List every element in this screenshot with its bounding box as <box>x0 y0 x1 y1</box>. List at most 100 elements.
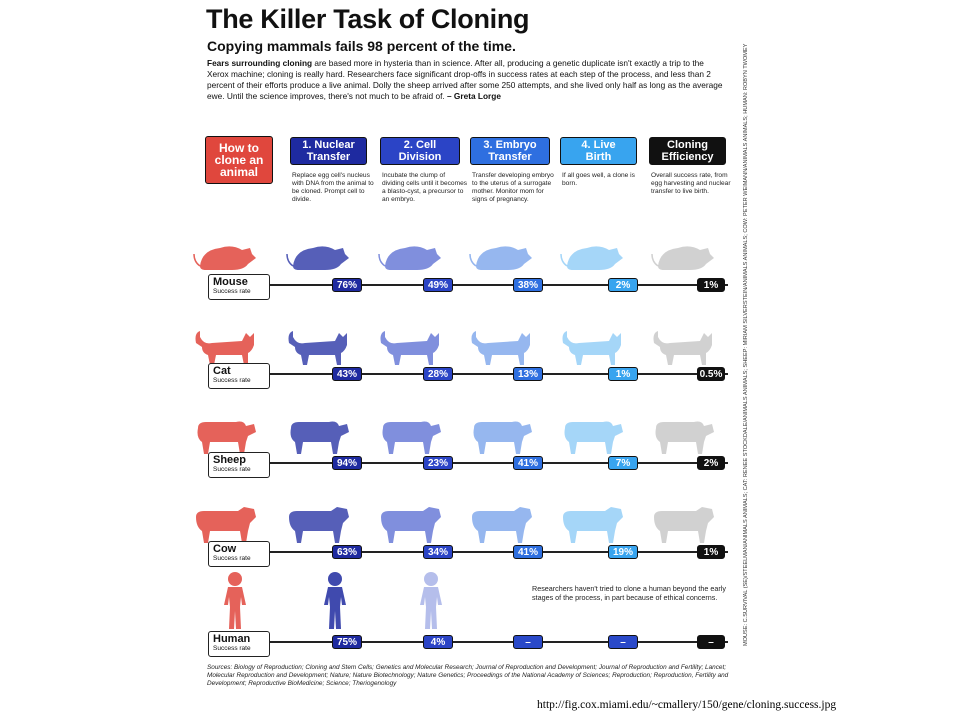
stage-description: Incubate the clump of dividing cells unt… <box>382 172 468 203</box>
species-name: Sheep <box>213 454 247 466</box>
success-rate-pill: 49% <box>423 278 453 292</box>
species-name: Human <box>213 633 251 645</box>
species-sublabel: Success rate <box>213 555 251 562</box>
sheep-silhouette <box>564 421 623 454</box>
success-rate-pill: 2% <box>608 278 638 292</box>
success-rate-pill: 7% <box>608 456 638 470</box>
species-label-cow: Cow Success rate <box>208 541 270 567</box>
success-rate-pill: 43% <box>332 367 362 381</box>
success-rate-pill: 75% <box>332 635 362 649</box>
success-rate-pill: 76% <box>332 278 362 292</box>
mouse-silhouette <box>651 246 714 270</box>
mouse-silhouette <box>378 246 441 270</box>
stage-header-label: 2. Cell Division <box>399 139 442 163</box>
cow-silhouette <box>196 507 256 543</box>
row-timeline <box>270 462 728 464</box>
human-silhouette <box>224 572 246 629</box>
sources-text: Sources: Biology of Reproduction; Clonin… <box>207 664 729 688</box>
page-title: The Killer Task of Cloning <box>206 4 530 34</box>
stage-header-label: 1. Nuclear Transfer <box>302 139 355 163</box>
page-subtitle: Copying mammals fails 98 percent of the … <box>207 38 516 54</box>
sheep-silhouette <box>290 421 349 454</box>
stage-header-line: How to <box>219 141 259 155</box>
row-timeline <box>270 373 728 375</box>
cat-silhouette <box>562 331 621 365</box>
success-rate-pill: 1% <box>608 367 638 381</box>
species-sublabel: Success rate <box>213 288 251 295</box>
cow-silhouette <box>381 507 441 543</box>
stage-header-line: Cloning <box>667 139 708 151</box>
intro-paragraph: Fears surrounding cloning are based more… <box>207 58 727 102</box>
success-rate-pill: 41% <box>513 456 543 470</box>
stage-header-transfer-3: 3. Embryo Transfer <box>470 137 550 165</box>
species-name: Cow <box>213 543 237 555</box>
human-silhouette <box>420 572 442 629</box>
row-timeline <box>270 641 728 643</box>
success-rate-pill: 1% <box>697 545 725 559</box>
stage-description: Transfer developing embryo to the uterus… <box>472 172 554 203</box>
stage-header-efficiency-5: Cloning Efficiency <box>649 137 726 165</box>
stage-header-line: 2. Cell <box>403 139 437 151</box>
stage-header-line: Transfer <box>306 151 351 163</box>
photo-credits: MOUSE: C.SURVIVAL (SE)/STEELMAN/ANIMALS … <box>743 43 749 646</box>
stage-description: Replace egg cell's nucleus with DNA from… <box>292 172 374 203</box>
success-rate-pill: 19% <box>608 545 638 559</box>
success-rate-pill: 0.5% <box>697 367 725 381</box>
intro-lead: Fears surrounding cloning <box>207 58 313 68</box>
success-rate-pill: 13% <box>513 367 543 381</box>
success-rate-pill: 28% <box>423 367 453 381</box>
stage-header-line: Division <box>398 151 442 163</box>
success-rate-pill: 34% <box>423 545 453 559</box>
species-label-cat: Cat Success rate <box>208 363 270 389</box>
mouse-silhouette <box>286 246 349 270</box>
photo-credits-text: MOUSE: C.SURVIVAL (SE)/STEELMAN/ANIMALS … <box>743 43 749 646</box>
stage-header-label: 4. Live Birth <box>581 139 615 163</box>
intro-body: are based more in hysteria than in scien… <box>207 58 723 101</box>
cow-silhouette <box>654 507 714 543</box>
success-rate-pill: 38% <box>513 278 543 292</box>
species-sublabel: Success rate <box>213 377 251 384</box>
cow-silhouette <box>472 507 532 543</box>
stage-header-line: 1. Nuclear <box>302 139 355 151</box>
intro-author: – Greta Lorge <box>447 91 501 101</box>
human-silhouette <box>324 572 346 629</box>
mouse-silhouette <box>560 246 623 270</box>
mouse-silhouette <box>193 246 256 270</box>
cow-silhouette <box>563 507 623 543</box>
species-sublabel: Success rate <box>213 466 251 473</box>
stage-header-line: Transfer <box>488 151 532 163</box>
cat-silhouette <box>380 331 439 365</box>
sheep-silhouette <box>473 421 532 454</box>
stage-header-label: 3. Embryo Transfer <box>483 139 536 163</box>
stage-description: If all goes well, a clone is born. <box>562 172 635 187</box>
success-rate-pill: 1% <box>697 278 725 292</box>
stage-header-label: Cloning Efficiency <box>662 139 714 163</box>
success-rate-pill: – <box>513 635 543 649</box>
cow-silhouette <box>289 507 349 543</box>
success-rate-pill: 63% <box>332 545 362 559</box>
species-label-mouse: Mouse Success rate <box>208 274 270 300</box>
row-timeline <box>270 551 728 553</box>
stage-header-how-to: How to clone an animal <box>205 136 273 184</box>
stage-header-line: clone an <box>214 153 264 167</box>
stage-header-division-2: 2. Cell Division <box>380 137 460 165</box>
cat-silhouette <box>288 331 347 365</box>
source-url[interactable]: http://fig.cox.miami.edu/~cmallery/150/g… <box>537 699 837 711</box>
stage-header-birth-4: 4. Live Birth <box>560 137 637 165</box>
stage-header-transfer-1: 1. Nuclear Transfer <box>290 137 367 165</box>
stage-header-label: How to clone an animal <box>215 142 264 178</box>
stage-header-line: Birth <box>585 151 612 163</box>
species-sublabel: Success rate <box>213 645 251 652</box>
human-note: Researchers haven't tried to clone a hum… <box>532 584 726 602</box>
stage-header-line: Efficiency <box>661 151 714 163</box>
row-timeline <box>270 284 728 286</box>
sheep-silhouette <box>655 421 714 454</box>
sheep-silhouette <box>197 421 256 454</box>
success-rate-pill: – <box>697 635 725 649</box>
stage-description: Overall success rate, from egg harvestin… <box>651 172 731 195</box>
species-name: Cat <box>213 365 231 377</box>
cat-silhouette <box>653 331 712 365</box>
success-rate-pill: 94% <box>332 456 362 470</box>
success-rate-pill: 4% <box>423 635 453 649</box>
mouse-silhouette <box>469 246 532 270</box>
